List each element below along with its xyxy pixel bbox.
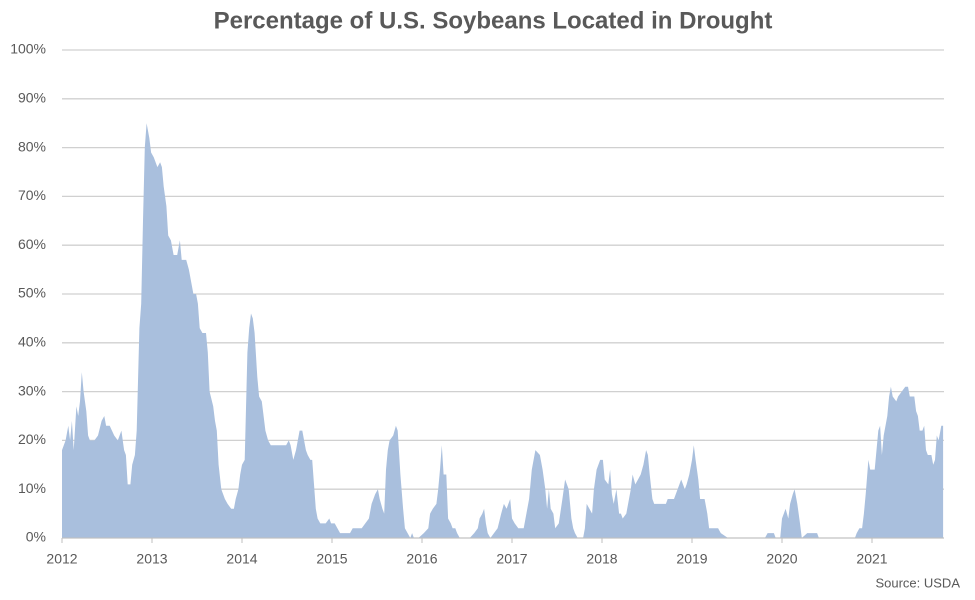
y-tick-label: 100% (10, 41, 46, 57)
x-tick-label: 2018 (586, 551, 617, 567)
chart-title: Percentage of U.S. Soybeans Located in D… (214, 7, 773, 34)
x-tick-label: 2017 (496, 551, 527, 567)
y-tick-label: 50% (18, 285, 46, 301)
x-tick-label: 2012 (46, 551, 77, 567)
y-tick-label: 60% (18, 236, 46, 252)
y-tick-label: 80% (18, 138, 46, 154)
y-tick-label: 10% (18, 480, 46, 496)
y-tick-label: 70% (18, 187, 46, 203)
y-tick-label: 0% (26, 529, 46, 545)
y-tick-label: 90% (18, 90, 46, 106)
x-tick-label: 2013 (136, 551, 167, 567)
area (62, 123, 944, 538)
x-tick-label: 2019 (676, 551, 707, 567)
y-tick-label: 40% (18, 334, 46, 350)
y-tick-label: 20% (18, 431, 46, 447)
source-note: Source: USDA (875, 575, 960, 590)
x-tick-label: 2021 (856, 551, 887, 567)
y-tick-label: 30% (18, 382, 46, 398)
x-tick-label: 2016 (406, 551, 437, 567)
x-tick-label: 2015 (316, 551, 347, 567)
x-tick-label: 2020 (766, 551, 797, 567)
x-tick-label: 2014 (226, 551, 257, 567)
